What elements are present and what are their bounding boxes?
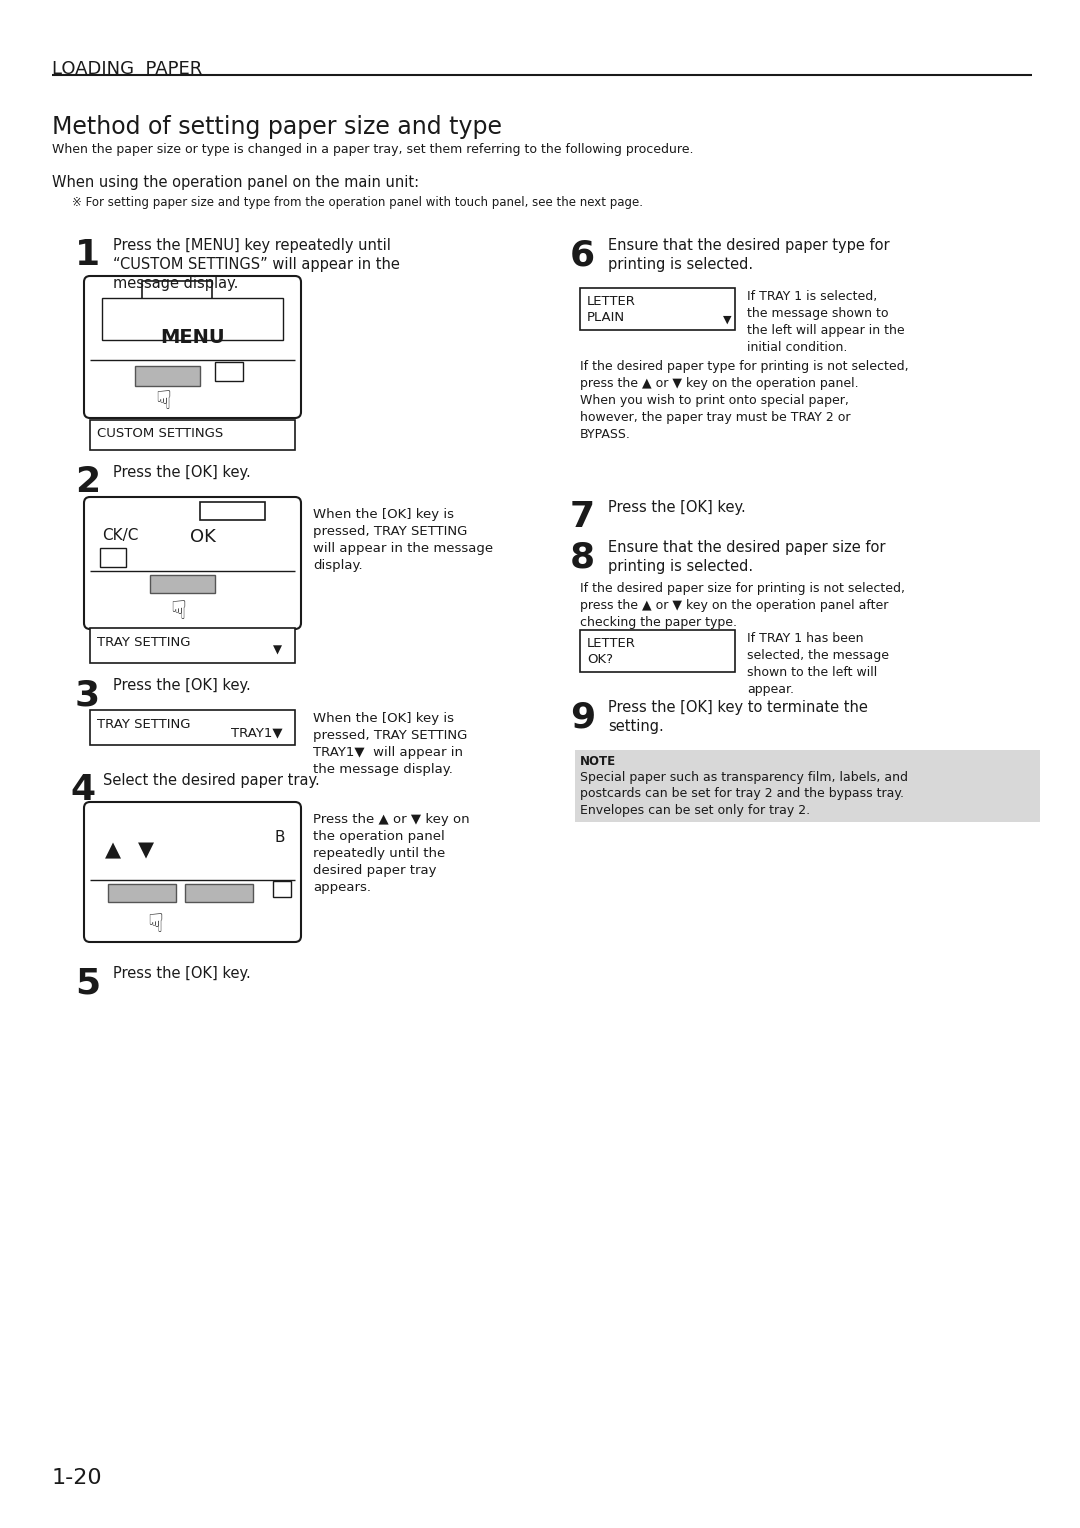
Text: TRAY SETTING: TRAY SETTING	[97, 718, 190, 730]
Text: 1: 1	[75, 238, 100, 272]
Text: Press the [OK] key.: Press the [OK] key.	[113, 678, 251, 694]
Text: Select the desired paper tray.: Select the desired paper tray.	[103, 773, 320, 788]
Text: NOTE: NOTE	[580, 755, 616, 769]
Text: ▼: ▼	[138, 840, 154, 860]
Text: OK?: OK?	[588, 652, 613, 666]
Text: Press the [OK] key to terminate the
setting.: Press the [OK] key to terminate the sett…	[608, 700, 868, 733]
Text: LETTER: LETTER	[588, 295, 636, 309]
Text: ▲: ▲	[105, 840, 121, 860]
Text: LOADING  PAPER: LOADING PAPER	[52, 60, 202, 78]
Text: When the paper size or type is changed in a paper tray, set them referring to th: When the paper size or type is changed i…	[52, 144, 693, 156]
Text: When the [OK] key is
pressed, TRAY SETTING
will appear in the message
display.: When the [OK] key is pressed, TRAY SETTI…	[313, 507, 494, 571]
Text: Ensure that the desired paper type for
printing is selected.: Ensure that the desired paper type for p…	[608, 238, 890, 272]
Bar	[580, 287, 735, 330]
Bar	[100, 549, 126, 567]
Text: Press the ▲ or ▼ key on
the operation panel
repeatedly until the
desired paper t: Press the ▲ or ▼ key on the operation pa…	[313, 813, 470, 894]
FancyBboxPatch shape	[84, 497, 301, 630]
Text: When using the operation panel on the main unit:: When using the operation panel on the ma…	[52, 176, 419, 189]
Bar	[273, 882, 291, 897]
FancyBboxPatch shape	[84, 277, 301, 419]
Text: Method of setting paper size and type: Method of setting paper size and type	[52, 115, 502, 139]
Text: Ensure that the desired paper size for
printing is selected.: Ensure that the desired paper size for p…	[608, 539, 886, 575]
Text: 9: 9	[570, 700, 595, 733]
Text: If the desired paper type for printing is not selected,
press the ▲ or ▼ key on : If the desired paper type for printing i…	[580, 361, 908, 442]
FancyBboxPatch shape	[84, 802, 301, 941]
Text: If TRAY 1 has been
selected, the message
shown to the left will
appear.: If TRAY 1 has been selected, the message…	[747, 633, 889, 695]
Text: Press the [OK] key.: Press the [OK] key.	[113, 465, 251, 480]
Text: TRAY SETTING: TRAY SETTING	[97, 636, 190, 649]
Bar	[90, 628, 295, 663]
Bar	[150, 575, 215, 593]
Text: CUSTOM SETTINGS: CUSTOM SETTINGS	[97, 426, 224, 440]
Text: OK: OK	[190, 529, 216, 545]
Text: 4: 4	[70, 773, 95, 807]
Text: 7: 7	[570, 500, 595, 533]
Text: ☟: ☟	[147, 912, 163, 938]
Text: CΚ/C: CΚ/C	[102, 529, 138, 542]
Text: LETTER: LETTER	[588, 637, 636, 649]
Text: MENU: MENU	[160, 329, 225, 347]
Text: TRAY1▼: TRAY1▼	[231, 726, 283, 740]
Text: When the [OK] key is
pressed, TRAY SETTING
TRAY1▼  will appear in
the message di: When the [OK] key is pressed, TRAY SETTI…	[313, 712, 468, 776]
Bar	[200, 503, 265, 520]
Text: 8: 8	[570, 539, 595, 575]
Text: Press the [OK] key.: Press the [OK] key.	[113, 966, 251, 981]
Bar	[135, 367, 200, 387]
Text: 2: 2	[75, 465, 100, 500]
Text: ▼: ▼	[723, 315, 731, 325]
Bar	[90, 711, 295, 746]
Bar	[90, 420, 295, 451]
Text: If the desired paper size for printing is not selected,
press the ▲ or ▼ key on : If the desired paper size for printing i…	[580, 582, 905, 630]
Text: Press the [MENU] key repeatedly until
“CUSTOM SETTINGS” will appear in the
messa: Press the [MENU] key repeatedly until “C…	[113, 238, 400, 292]
Text: 3: 3	[75, 678, 100, 712]
Bar	[141, 281, 212, 299]
Text: B: B	[274, 830, 285, 845]
Bar	[102, 298, 283, 341]
Text: ☟: ☟	[156, 390, 171, 416]
Text: 5: 5	[75, 966, 100, 999]
Text: Press the [OK] key.: Press the [OK] key.	[608, 500, 746, 515]
Text: PLAIN: PLAIN	[588, 312, 625, 324]
Text: 6: 6	[570, 238, 595, 272]
Text: ☟: ☟	[170, 599, 186, 625]
Bar	[108, 885, 176, 902]
Text: ※ For setting paper size and type from the operation panel with touch panel, see: ※ For setting paper size and type from t…	[72, 196, 643, 209]
Bar	[215, 362, 243, 380]
Text: 1-20: 1-20	[52, 1468, 103, 1488]
Bar	[185, 885, 253, 902]
Text: ▼: ▼	[272, 643, 282, 657]
Text: Special paper such as transparency film, labels, and
postcards can be set for tr: Special paper such as transparency film,…	[580, 772, 908, 817]
Text: If TRAY 1 is selected,
the message shown to
the left will appear in the
initial : If TRAY 1 is selected, the message shown…	[747, 290, 905, 354]
Bar	[575, 750, 1040, 822]
Bar	[580, 630, 735, 672]
